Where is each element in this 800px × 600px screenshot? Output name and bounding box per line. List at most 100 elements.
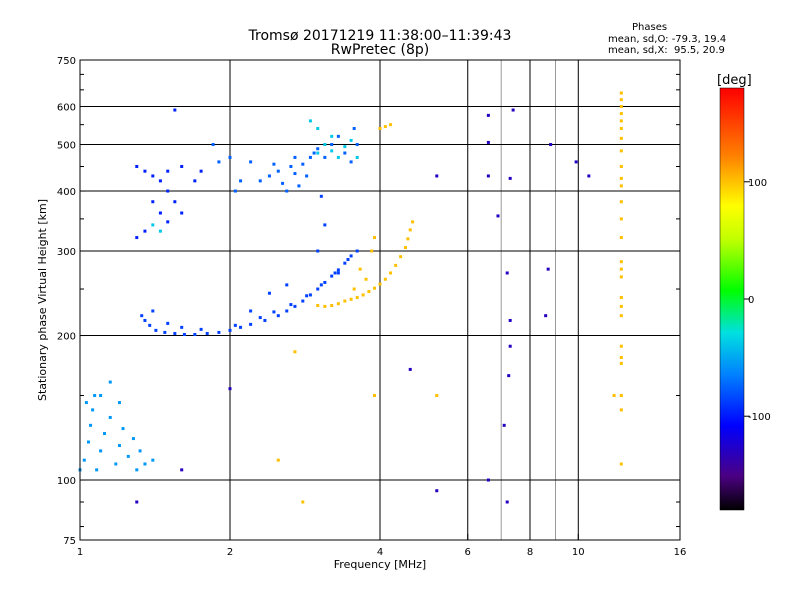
x-tick-labels: 1 2 4 6 8 10 16 xyxy=(77,534,686,558)
data-point xyxy=(619,200,623,204)
data-point xyxy=(180,211,184,215)
data-point xyxy=(349,254,353,258)
y-tick-label: 750 xyxy=(57,56,76,67)
data-point xyxy=(93,394,97,398)
data-point xyxy=(276,314,280,318)
data-point xyxy=(383,277,387,281)
x-tick-label: 6 xyxy=(465,547,471,558)
data-point xyxy=(544,314,548,318)
data-point xyxy=(408,228,412,232)
data-point xyxy=(95,468,99,472)
data-point xyxy=(89,423,93,427)
data-point xyxy=(399,255,403,259)
data-point xyxy=(511,108,515,112)
data-point xyxy=(352,287,356,291)
data-point xyxy=(166,169,170,173)
x-tick-label: 8 xyxy=(527,547,533,558)
data-point xyxy=(263,318,267,322)
data-point xyxy=(319,194,323,198)
data-point xyxy=(619,361,623,365)
data-point xyxy=(330,274,334,278)
data-point xyxy=(293,155,297,159)
data-point xyxy=(151,223,155,227)
data-point xyxy=(276,458,280,462)
data-point xyxy=(193,332,197,336)
data-point xyxy=(312,151,316,155)
data-point xyxy=(131,437,135,441)
data-point xyxy=(249,322,253,326)
data-point xyxy=(217,330,221,334)
data-point xyxy=(143,229,147,233)
data-point xyxy=(180,325,184,329)
data-point xyxy=(173,200,177,204)
data-point xyxy=(158,179,162,183)
y-tick-label: 200 xyxy=(57,332,76,343)
data-point xyxy=(272,310,276,314)
y-tick-label: 100 xyxy=(57,476,76,487)
data-point xyxy=(486,113,490,117)
y-tick-label: 75 xyxy=(63,536,76,547)
data-point xyxy=(108,415,112,419)
data-point xyxy=(316,303,320,307)
data-point xyxy=(549,143,553,147)
data-point xyxy=(336,302,340,306)
data-point xyxy=(121,427,125,431)
data-point xyxy=(333,271,337,275)
data-point xyxy=(305,294,309,298)
colorbar-label: [deg] xyxy=(717,73,752,88)
data-point xyxy=(435,174,439,178)
data-point xyxy=(135,164,139,168)
data-point xyxy=(233,189,237,193)
data-point xyxy=(114,462,118,466)
colorbar-ticks: 100 0 -100 xyxy=(744,178,771,423)
data-point xyxy=(619,296,623,300)
y-tick-labels: 75 100 200 300 400 500 600 750 xyxy=(57,56,680,547)
data-point xyxy=(619,408,623,412)
data-point xyxy=(619,394,623,398)
data-point xyxy=(486,140,490,144)
data-point xyxy=(508,318,512,322)
data-point xyxy=(182,332,186,336)
data-point xyxy=(285,309,289,313)
data-point xyxy=(228,328,232,332)
data-point xyxy=(117,444,121,448)
data-point xyxy=(267,291,271,295)
data-point xyxy=(228,155,232,159)
y-tick-label: 400 xyxy=(57,187,76,198)
data-point xyxy=(619,136,623,140)
data-point xyxy=(383,125,387,129)
data-point xyxy=(349,160,353,164)
data-point xyxy=(370,249,374,253)
data-point xyxy=(373,394,377,398)
data-point xyxy=(358,267,362,271)
data-point xyxy=(305,174,309,178)
data-point xyxy=(619,98,623,102)
data-points xyxy=(78,91,623,504)
x-tick-label: 2 xyxy=(227,547,233,558)
data-point xyxy=(151,309,155,313)
data-point xyxy=(508,344,512,348)
data-point xyxy=(619,91,623,95)
data-point xyxy=(619,176,623,180)
data-point xyxy=(336,155,340,159)
data-point xyxy=(323,155,327,159)
data-point xyxy=(82,458,86,462)
phase-line-x: mean, sd,X: 95.5, 20.9 xyxy=(608,45,725,56)
data-point xyxy=(355,296,359,300)
data-point xyxy=(435,394,439,398)
data-point xyxy=(211,143,215,147)
data-point xyxy=(258,316,262,320)
colorbar xyxy=(719,87,745,511)
data-point xyxy=(249,309,253,313)
data-point xyxy=(173,108,177,112)
data-point xyxy=(619,112,623,116)
data-point xyxy=(108,380,112,384)
data-point xyxy=(406,237,410,241)
data-point xyxy=(619,217,623,221)
data-point xyxy=(343,261,347,265)
data-point xyxy=(486,478,490,482)
data-point xyxy=(619,355,623,359)
data-point xyxy=(293,350,297,354)
data-point xyxy=(343,151,347,155)
